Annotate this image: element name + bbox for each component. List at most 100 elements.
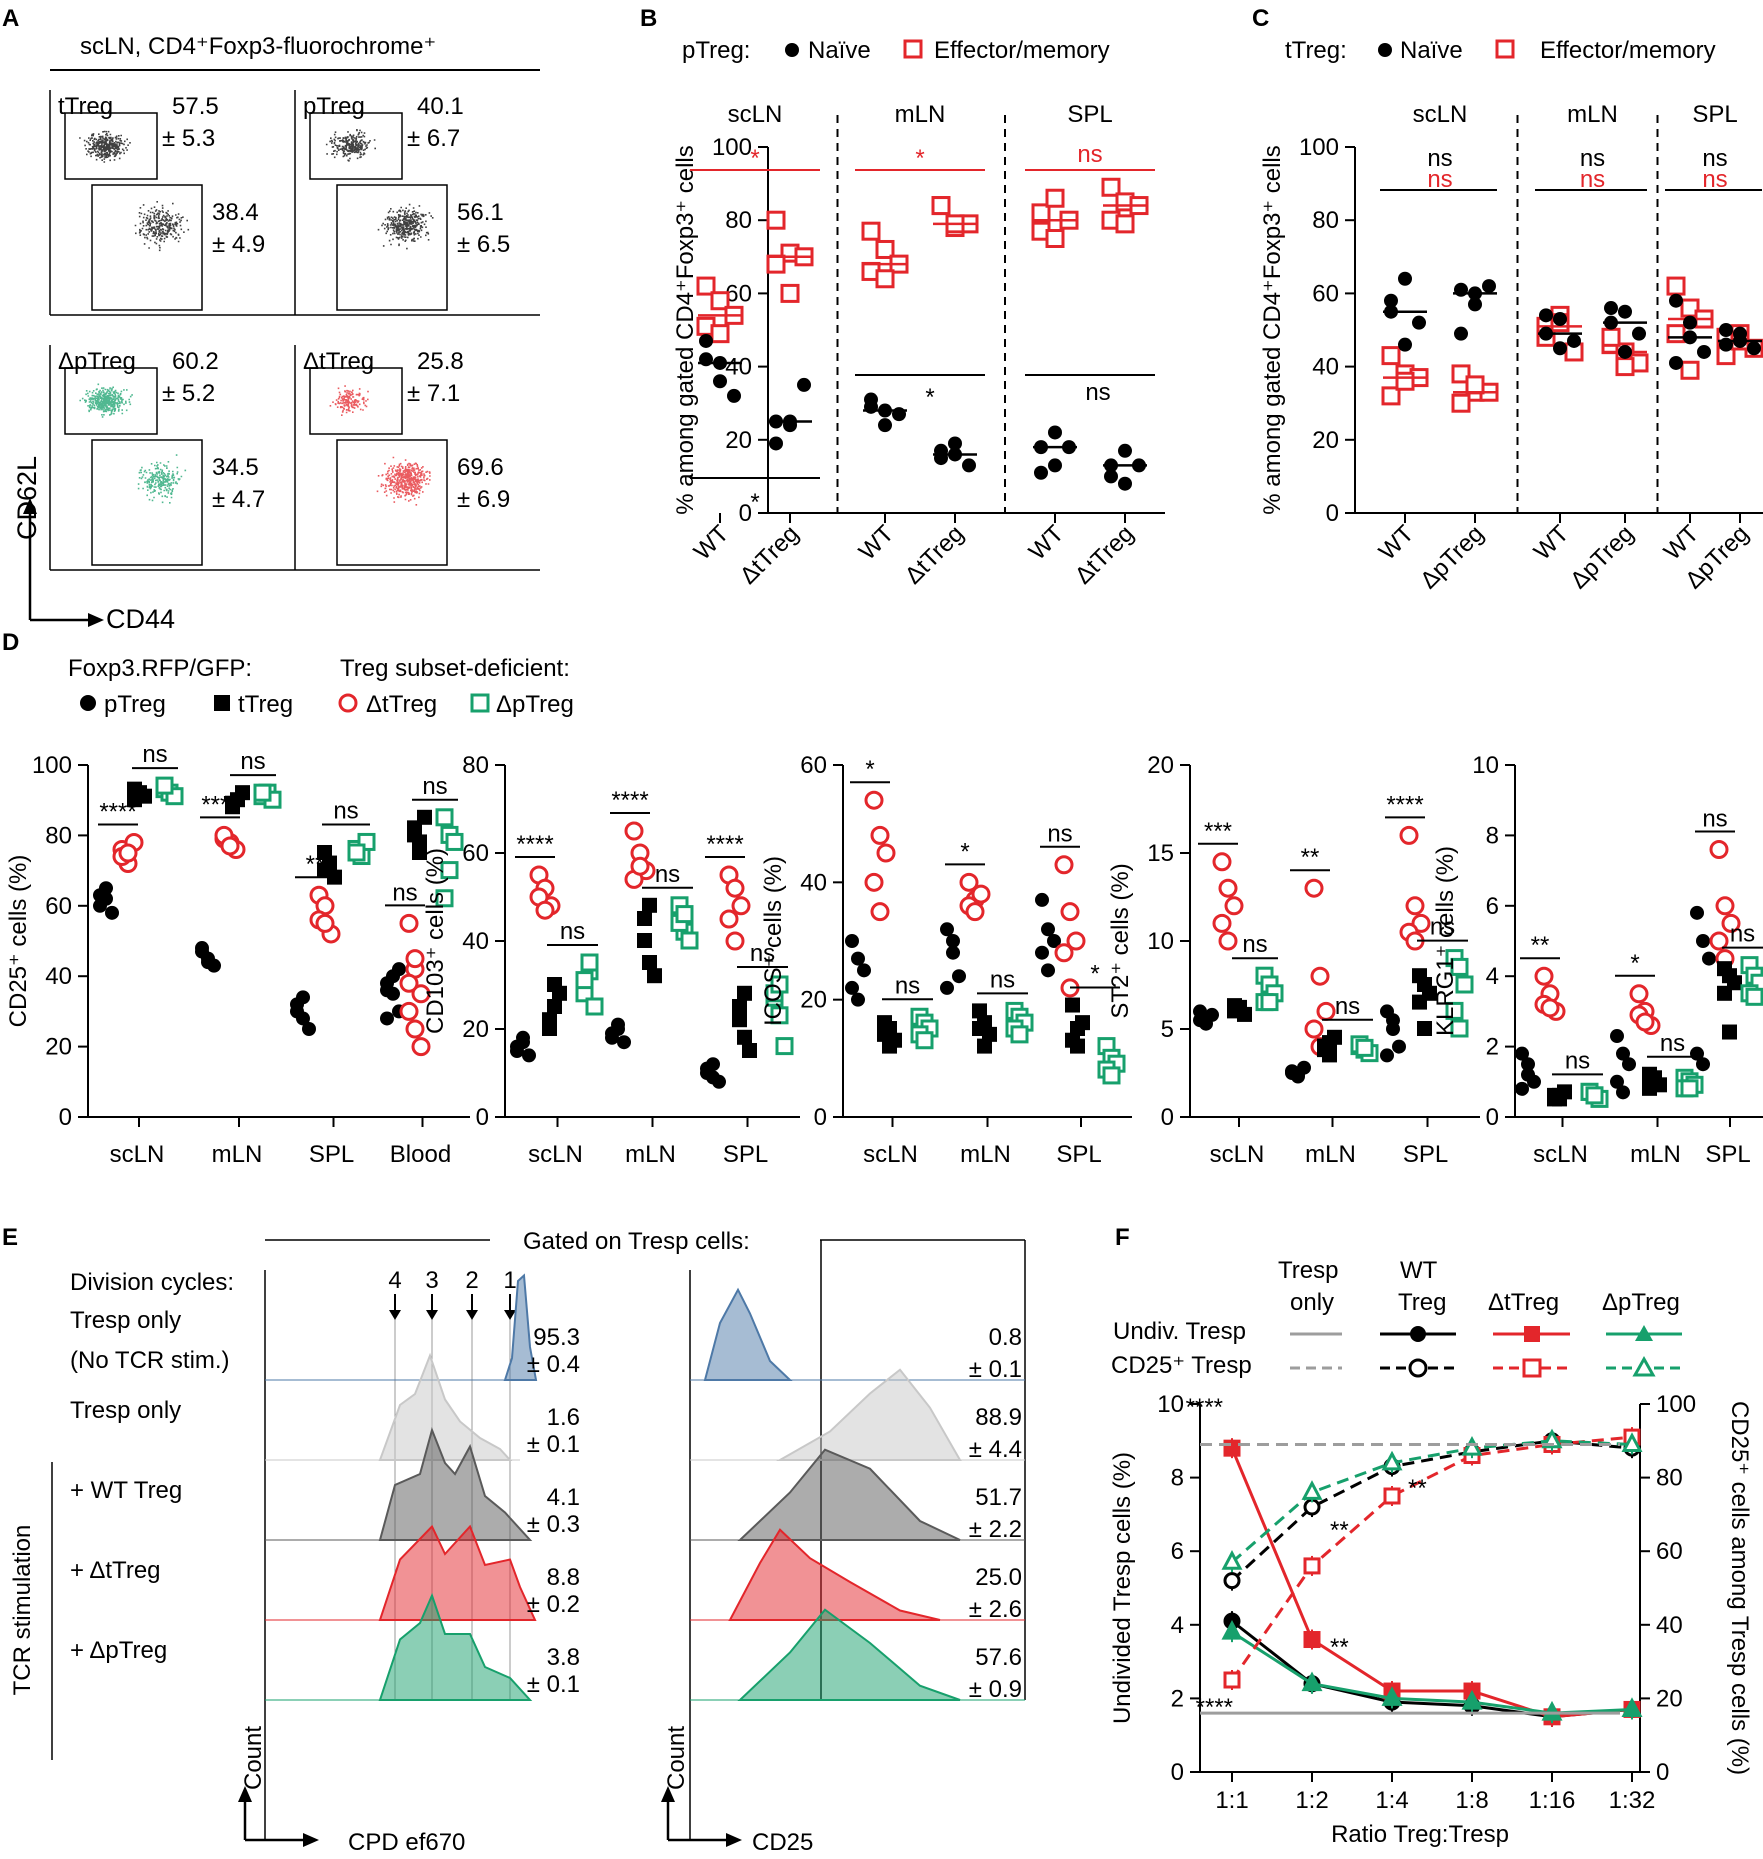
cycle-arrow-head: [389, 1310, 401, 1320]
legend-row1-b: Treg subset-deficient:: [340, 655, 570, 682]
row-label: + ΔpTreg: [70, 1637, 167, 1664]
data-point-square: [127, 781, 142, 797]
data-point-open-circle: [1629, 984, 1649, 1004]
y-tick-label: 40: [45, 963, 72, 990]
col-dt: ΔtTreg: [1488, 1289, 1559, 1316]
dot-plot-1: 0 20 40 60 80 CD103⁺ cells (%) scLN **** ns mLN **…: [422, 752, 800, 1168]
data-point-dot: [769, 436, 783, 451]
data-point-open-square: [770, 975, 789, 994]
annotation: ****: [1196, 1694, 1233, 1721]
data-point-dot: [1697, 344, 1711, 359]
data-point-open-square: [710, 291, 730, 311]
data-point: [1621, 1697, 1643, 1717]
x-tick-label: ΔtTreg: [900, 520, 969, 589]
data-point-open-square: [680, 931, 699, 950]
data-point-square: [737, 985, 752, 1001]
data-point-dot: [1048, 425, 1062, 440]
data-point-open-circle: [1399, 825, 1419, 845]
data-point-dot: [1683, 315, 1697, 330]
row-label: + ΔtTreg: [70, 1557, 161, 1584]
panel-b-chart: 0 20 40 60 80 100 % among gated CD4⁺Foxp3⁺ cel…: [672, 101, 1165, 590]
data-point: [1461, 1435, 1483, 1456]
y-axis-label: % among gated CD4⁺Foxp3⁺ cells: [1259, 145, 1286, 515]
data-point-dot: [1616, 1085, 1630, 1100]
dot-plot-2: 0 20 40 60 ICOS⁺ cells (%) scLN * ns mLN * ns SPL ns…: [760, 752, 1132, 1168]
data-point-open-square: [435, 889, 454, 908]
data-point-dot: [1035, 892, 1049, 907]
annotation: ****: [1186, 1394, 1223, 1421]
data-point-dot: [797, 377, 811, 392]
row-label2: (No TCR stim.): [70, 1347, 230, 1374]
flow-dots: [329, 385, 431, 506]
data-point-dot: [290, 1004, 304, 1019]
cpd-axis-label: CPD ef670: [348, 1829, 465, 1856]
tissue-label: scLN: [728, 101, 783, 128]
data-point-open-circle: [870, 825, 890, 845]
data-point-square: [1722, 1024, 1737, 1040]
y-tick-label: 60: [725, 280, 752, 307]
data-point-open-square: [710, 324, 730, 344]
data-point-open-circle: [1316, 1001, 1336, 1021]
y2-tick-label: 100: [1656, 1391, 1696, 1418]
data-point-dot: [392, 962, 406, 977]
flow-plot-1: pTreg 40.1 ± 6.7 56.1 ± 6.5: [294, 90, 540, 316]
division-label: Division cycles:: [70, 1269, 234, 1296]
tcr-label: TCR stimulation: [9, 1525, 36, 1696]
data-point-dot: [1515, 1046, 1529, 1061]
cd25-histogram: [728, 1528, 941, 1621]
data-point-open-circle: [399, 1001, 419, 1021]
data-point-dot: [201, 955, 215, 970]
data-point-dot: [1539, 308, 1553, 323]
tissue-label: mLN: [1567, 101, 1618, 128]
gate-effector: [91, 439, 203, 566]
sig-pair-label: ****: [611, 787, 648, 814]
x-tick-label: ΔpTreg: [1415, 520, 1489, 594]
x-axis-label: Ratio Treg:Tresp: [1331, 1821, 1509, 1848]
data-point-square: [412, 845, 427, 860]
x-tick-label: 1:4: [1375, 1787, 1408, 1814]
plot-name: pTreg: [303, 93, 365, 120]
sig-red-label: ns: [1702, 166, 1727, 193]
data-point-dot: [617, 1035, 631, 1050]
x-tick-label: SPL: [1705, 1141, 1750, 1168]
data-point-dot: [727, 388, 741, 403]
cycle-number: 3: [425, 1267, 438, 1294]
sig-em-label: *: [915, 145, 924, 172]
sig-pair-label: ****: [706, 831, 743, 858]
data-point-open-circle: [1715, 896, 1735, 916]
row-label: Tresp only: [70, 1307, 181, 1334]
y2-tick-label: 20: [1656, 1685, 1683, 1712]
cd25-sd: ± 4.4: [969, 1436, 1022, 1463]
data-point-open-circle: [876, 843, 896, 863]
y-tick-label: 0: [1171, 1759, 1184, 1786]
data-point-open-circle: [959, 872, 979, 892]
cpd-histogram: [503, 1273, 538, 1381]
data-point-square: [225, 799, 240, 815]
panel-e-header: Gated on Tresp cells:: [523, 1228, 750, 1255]
data-point-square: [542, 1012, 557, 1028]
data-point: [1221, 1619, 1243, 1640]
data-point-square: [882, 1038, 897, 1054]
data-point-dot: [611, 1017, 625, 1032]
sig-naive-label: ns: [1085, 379, 1110, 406]
data-point-dot: [1553, 312, 1567, 327]
sig-t-label: ns: [1565, 1047, 1590, 1074]
data-point-open-circle: [1054, 943, 1074, 963]
cpd-sd: ± 0.1: [527, 1671, 580, 1698]
data-point-square: [317, 845, 332, 860]
cd25-histogram: [703, 1287, 793, 1381]
flow-plot-2: ΔpTreg 60.2 ± 5.2 34.5 ± 4.7: [49, 345, 295, 571]
sig-t-label: ns: [422, 773, 447, 800]
data-point-open-square: [1666, 276, 1686, 296]
cd25-histogram: [737, 1608, 961, 1701]
y-tick-label: 2: [1486, 1034, 1499, 1061]
data-point-open-circle: [624, 821, 644, 841]
sig-t-label: ns: [240, 748, 265, 775]
y-tick-label: 80: [462, 752, 489, 779]
data-point-open-circle: [965, 902, 985, 922]
gate-effector-pct: 69.6: [457, 454, 504, 481]
data-point-dot: [1696, 934, 1710, 948]
x-tick-label: scLN: [1210, 1141, 1265, 1168]
data-point-open-square: [1745, 987, 1763, 1006]
y-tick-label: 15: [1147, 840, 1174, 867]
